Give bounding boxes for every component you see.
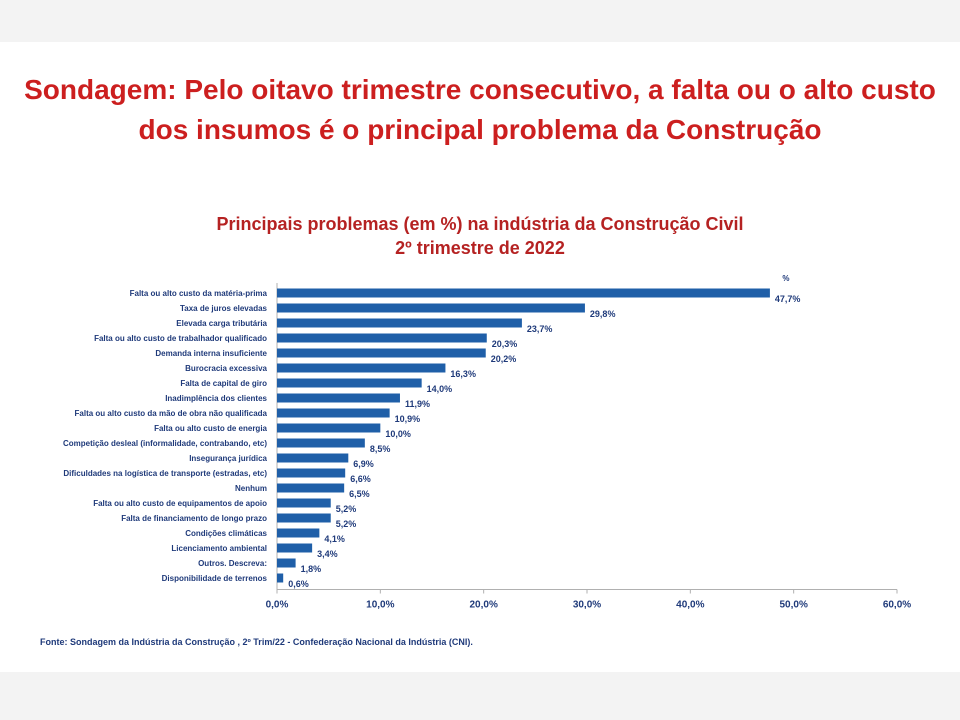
category-label: Falta ou alto custo de equipamentos de a… (93, 499, 267, 508)
category-label: Falta de financiamento de longo prazo (121, 514, 267, 523)
data-label: 11,9% (405, 399, 430, 409)
bar-chart: % Falta ou alto custo da matéria-prima 47,… (63, 274, 911, 611)
headline-line-2: dos insumos é o principal problema da Co… (138, 114, 822, 145)
data-label: 6,9% (353, 459, 374, 469)
bar (277, 303, 585, 313)
data-label: 6,6% (350, 474, 371, 484)
chart-title-block: Principais problemas (em %) na indústria… (0, 212, 960, 260)
bar (277, 543, 313, 553)
category-label: Falta de capital de giro (180, 379, 267, 388)
x-tick-label: 10,0% (366, 600, 394, 611)
bar (277, 513, 331, 523)
chart-subtitle: 2º trimestre de 2022 (395, 238, 565, 258)
data-label: 20,2% (491, 354, 517, 364)
bar (277, 333, 487, 343)
data-label: 10,9% (395, 414, 421, 424)
category-label: Inadimplência dos clientes (165, 394, 267, 403)
category-label: Falta ou alto custo da mão de obra não q… (75, 409, 268, 418)
category-label: Condições climáticas (185, 529, 267, 538)
data-label: 20,3% (492, 339, 518, 349)
bar (277, 423, 381, 433)
category-label: Outros. Descreva: (198, 559, 267, 568)
x-tick-label: 20,0% (469, 600, 497, 611)
x-tick-label: 60,0% (883, 600, 911, 611)
slide: Sondagem: Pelo oitavo trimestre consecut… (0, 42, 960, 672)
data-label: 29,8% (590, 309, 616, 319)
bar (277, 528, 320, 538)
category-label: Falta ou alto custo de energia (154, 424, 267, 433)
data-label: 5,2% (336, 519, 357, 529)
category-label: Competição desleal (informalidade, contr… (63, 439, 267, 448)
category-label: Taxa de juros elevadas (180, 304, 268, 313)
data-label: 1,8% (301, 564, 322, 574)
category-label: Disponibilidade de terrenos (162, 574, 268, 583)
chart-title: Principais problemas (em %) na indústria… (216, 214, 744, 234)
bar (277, 288, 770, 298)
bar (277, 438, 365, 448)
bar (277, 378, 422, 388)
data-label: 6,5% (349, 489, 370, 499)
bar (277, 498, 331, 508)
category-label: Demanda interna insuficiente (155, 349, 267, 358)
data-label: 23,7% (527, 324, 553, 334)
bar (277, 558, 296, 568)
unit-label: % (782, 274, 789, 283)
data-label: 8,5% (370, 444, 391, 454)
category-label: Falta ou alto custo de trabalhador quali… (94, 334, 267, 343)
category-label: Licenciamento ambiental (171, 544, 267, 553)
bar (277, 348, 486, 358)
x-tick-label: 0,0% (266, 600, 289, 611)
bar (277, 573, 284, 583)
bar (277, 453, 349, 463)
x-tick-label: 30,0% (573, 600, 601, 611)
data-label: 47,7% (775, 294, 801, 304)
bar (277, 363, 446, 373)
bar (277, 393, 400, 403)
bar (277, 468, 346, 478)
data-label: 14,0% (427, 384, 453, 394)
category-label: Elevada carga tributária (176, 319, 267, 328)
x-tick-label: 40,0% (676, 600, 704, 611)
x-tick-label: 50,0% (779, 600, 807, 611)
bar (277, 483, 345, 493)
data-label: 16,3% (450, 369, 476, 379)
data-label: 10,0% (385, 429, 411, 439)
headline: Sondagem: Pelo oitavo trimestre consecut… (0, 70, 960, 150)
data-label: 4,1% (324, 534, 345, 544)
bar (277, 318, 522, 328)
category-label: Insegurança jurídica (189, 454, 267, 463)
headline-line-1: Sondagem: Pelo oitavo trimestre consecut… (24, 74, 936, 105)
data-label: 3,4% (317, 549, 338, 559)
bar (277, 408, 390, 418)
source-note: Fonte: Sondagem da Indústria da Construç… (40, 637, 473, 647)
data-label: 0,6% (288, 579, 309, 589)
category-label: Nenhum (235, 484, 267, 493)
category-label: Dificuldades na logística de transporte … (63, 469, 267, 478)
category-label: Burocracia excessiva (185, 364, 267, 373)
category-label: Falta ou alto custo da matéria-prima (130, 289, 268, 298)
data-label: 5,2% (336, 504, 357, 514)
